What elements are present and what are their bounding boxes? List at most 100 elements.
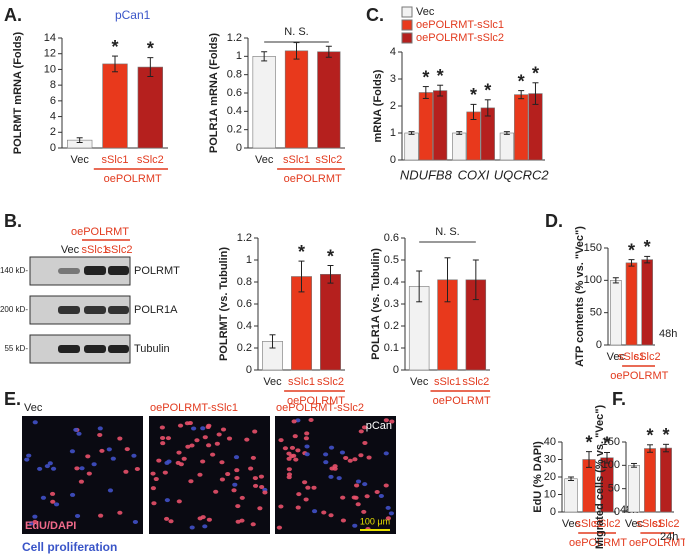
- nucleus: [258, 474, 265, 479]
- nucleus: [98, 513, 104, 518]
- y-tick-label: 100: [584, 274, 602, 286]
- nucleus: [197, 472, 203, 477]
- nucleus: [235, 519, 241, 524]
- nucleus: [291, 453, 297, 458]
- nucleus: [200, 426, 206, 431]
- nucleus: [91, 462, 97, 467]
- y-tick-label: 6: [50, 95, 56, 107]
- nucleus: [302, 480, 308, 485]
- nucleus: [362, 440, 368, 445]
- nucleus: [159, 425, 165, 430]
- x-tick-label: sSlc2: [315, 154, 342, 166]
- nucleus: [131, 453, 137, 458]
- nucleus: [252, 476, 258, 481]
- significance-star: *: [628, 240, 635, 260]
- nucleus: [166, 459, 172, 464]
- nucleus: [323, 452, 329, 457]
- bar: [404, 132, 419, 161]
- y-tick-label: 0.5: [384, 254, 399, 266]
- group-label: oePOLRMT: [569, 537, 627, 549]
- image-label: oePOLRMT-sSlc2: [276, 402, 364, 414]
- nucleus: [383, 418, 389, 423]
- nucleus: [160, 441, 166, 446]
- nucleus: [244, 437, 250, 442]
- y-axis-label: POLR1A mRNA (Folds): [208, 33, 220, 154]
- y-tick-label: 0.2: [237, 342, 252, 354]
- significance-star: *: [603, 433, 610, 453]
- y-tick-label: 2: [50, 126, 56, 138]
- y-axis-label: POLR1A (vs. Tubulin): [370, 248, 382, 360]
- nucleus: [162, 470, 168, 475]
- nucleus: [117, 436, 123, 441]
- nucleus: [191, 426, 197, 431]
- bar: [317, 51, 341, 149]
- nucleus: [259, 485, 265, 490]
- y-axis-label: POLRMT mRNA (Folds): [12, 31, 24, 154]
- nucleus: [97, 432, 103, 437]
- blot-group-label: oePOLRMT: [71, 226, 129, 238]
- nucleus: [296, 492, 302, 497]
- nucleus: [305, 485, 311, 490]
- y-tick-label: 150: [602, 436, 620, 448]
- nucleus: [202, 524, 208, 529]
- nucleus: [378, 493, 384, 498]
- y-tick-label: 0: [596, 339, 602, 351]
- nucleus: [32, 514, 38, 519]
- error-bar: [416, 270, 423, 303]
- legend-swatch: [401, 6, 413, 18]
- nucleus: [185, 444, 191, 449]
- bar: [320, 273, 341, 371]
- y-tick-label: 4: [390, 46, 396, 58]
- nucleus: [361, 425, 368, 430]
- y-tick-label: 0.1: [384, 342, 399, 354]
- nucleus: [234, 468, 240, 473]
- nucleus: [181, 456, 187, 461]
- nucleus: [206, 443, 212, 448]
- x-tick-label: Vec: [410, 376, 429, 388]
- y-tick-label: 0.4: [227, 105, 242, 117]
- protein-label: POLRMT: [134, 265, 180, 277]
- nucleus: [123, 469, 129, 474]
- nucleus: [189, 525, 195, 530]
- y-tick-label: 0.6: [384, 232, 399, 244]
- nucleus: [97, 426, 103, 431]
- legend-label: oePOLRMT-sSlc1: [416, 19, 504, 31]
- nucleus: [214, 441, 220, 446]
- y-tick-label: 1: [236, 50, 242, 62]
- nucleus: [248, 466, 254, 471]
- marker-label: 140 kD-: [0, 266, 28, 275]
- nucleus: [292, 434, 298, 439]
- nucleus: [347, 458, 353, 463]
- nucleus: [352, 523, 358, 528]
- significance-star: *: [111, 37, 118, 57]
- significance-star: *: [470, 85, 477, 105]
- y-tick-label: 0.3: [384, 298, 399, 310]
- nucleus: [160, 435, 166, 440]
- protein-label: POLR1A: [134, 304, 178, 316]
- nucleus: [358, 453, 364, 458]
- x-tick-label: sSlc2: [317, 376, 344, 388]
- error-bar: [631, 462, 637, 468]
- nucleus: [210, 452, 216, 457]
- nucleus: [110, 456, 116, 461]
- nucleus: [188, 479, 194, 484]
- nucleus: [176, 499, 182, 504]
- error-bar: [261, 51, 268, 62]
- y-tick-label: 12: [44, 48, 56, 60]
- nucleus: [50, 466, 57, 471]
- nucleus: [177, 423, 184, 428]
- nucleus: [24, 457, 30, 462]
- x-tick-label: sSlc1: [434, 376, 461, 388]
- lane-label: Vec: [61, 244, 80, 256]
- nucleus: [163, 516, 170, 521]
- y-tick-label: 0.6: [237, 298, 252, 310]
- y-tick-label: 0: [236, 142, 242, 154]
- nucleus: [134, 467, 140, 472]
- nucleus: [304, 444, 310, 449]
- nucleus: [355, 479, 362, 484]
- annotation: pCan1: [115, 8, 151, 22]
- nucleus: [69, 492, 76, 497]
- panel-letter: F.: [612, 389, 626, 409]
- nucleus: [32, 420, 38, 425]
- bar: [499, 132, 514, 161]
